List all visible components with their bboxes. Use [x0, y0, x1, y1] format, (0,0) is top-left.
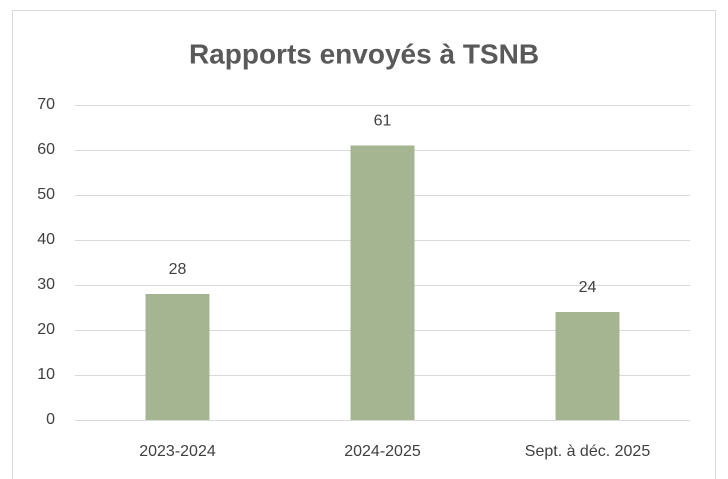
- bar: [350, 145, 415, 420]
- y-tick-label: 20: [37, 321, 55, 338]
- y-tick-label: 70: [37, 96, 55, 113]
- bar: [555, 312, 620, 420]
- y-tick-label: 50: [37, 186, 55, 203]
- y-tick-label: 10: [37, 366, 55, 383]
- data-label: 28: [169, 261, 187, 278]
- y-tick-label: 0: [46, 411, 55, 428]
- bar: [145, 294, 210, 420]
- x-tick-label: 2024-2025: [344, 443, 421, 460]
- x-tick-label: 2023-2024: [139, 443, 216, 460]
- x-tick-label: Sept. à déc. 2025: [525, 443, 651, 460]
- y-tick-label: 60: [37, 141, 55, 158]
- y-tick-label: 30: [37, 276, 55, 293]
- chart-title: Rapports envoyés à TSNB: [189, 38, 539, 69]
- y-tick-label: 40: [37, 231, 55, 248]
- data-label: 61: [374, 113, 392, 130]
- data-label: 24: [579, 279, 597, 296]
